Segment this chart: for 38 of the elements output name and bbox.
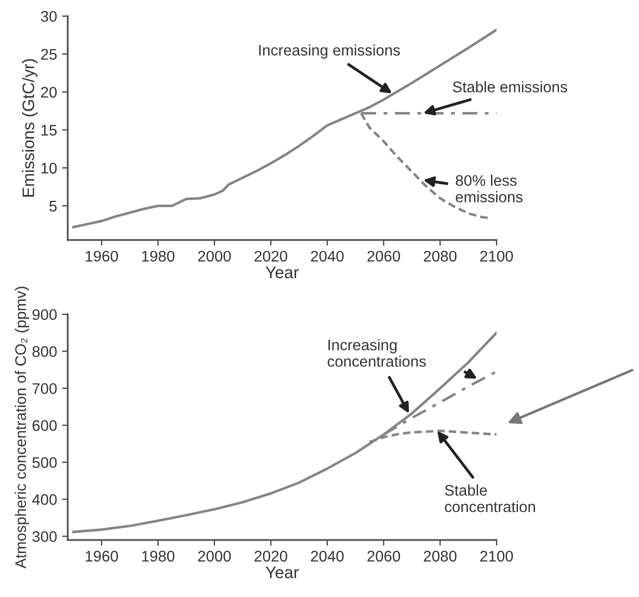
annotation: Increasing concentrations: [328, 339, 426, 367]
annotation: Stable emissions: [452, 81, 568, 92]
x-tick-label: 2100: [480, 250, 513, 262]
x-tick-label: 2060: [367, 550, 400, 562]
y-tick-label: 900: [32, 309, 57, 320]
x-axis-title: Year: [266, 566, 299, 578]
y-tick-label: 500: [32, 457, 57, 468]
y-tick-label: 15: [41, 124, 57, 136]
x-tick-label: 1980: [142, 250, 174, 262]
annotation: Increasing emissions: [259, 44, 400, 59]
x-tick-label: 2000: [198, 250, 231, 262]
y-tick-label: 700: [32, 383, 57, 394]
y-tick-label: 400: [32, 494, 57, 505]
y-tick-label: 800: [32, 346, 57, 357]
x-tick-label: 1980: [142, 550, 174, 562]
x-tick-label: 1960: [86, 550, 118, 562]
x-tick-label: 2040: [311, 250, 344, 262]
y-tick-label: 5: [49, 200, 57, 212]
x-axis-title: Year: [266, 266, 299, 278]
x-tick-label: 2040: [311, 550, 344, 562]
annotation: Stable concentration: [444, 484, 535, 512]
y-axis-title: Atmospheric concentration of CO₂ (ppmv): [14, 286, 30, 568]
y-tick-label: 10: [41, 162, 57, 174]
x-tick-label: 2000: [198, 550, 231, 562]
y-tick-label: 300: [32, 531, 57, 542]
annotation: 80% less emissions: [456, 174, 523, 202]
x-tick-label: 2080: [424, 250, 456, 262]
x-tick-label: 2080: [424, 550, 456, 562]
x-tick-label: 1960: [86, 250, 118, 262]
y-tick-label: 25: [41, 48, 57, 60]
x-tick-label: 2020: [254, 550, 288, 562]
x-tick-label: 2060: [367, 250, 400, 262]
y-tick-label: 20: [41, 86, 57, 98]
y-tick-label: 600: [32, 420, 57, 431]
y-axis-title: Emissions (GtC/yr): [22, 59, 38, 197]
y-tick-label: 30: [40, 10, 57, 22]
x-tick-label: 2100: [480, 550, 513, 562]
x-tick-label: 2020: [254, 250, 288, 262]
